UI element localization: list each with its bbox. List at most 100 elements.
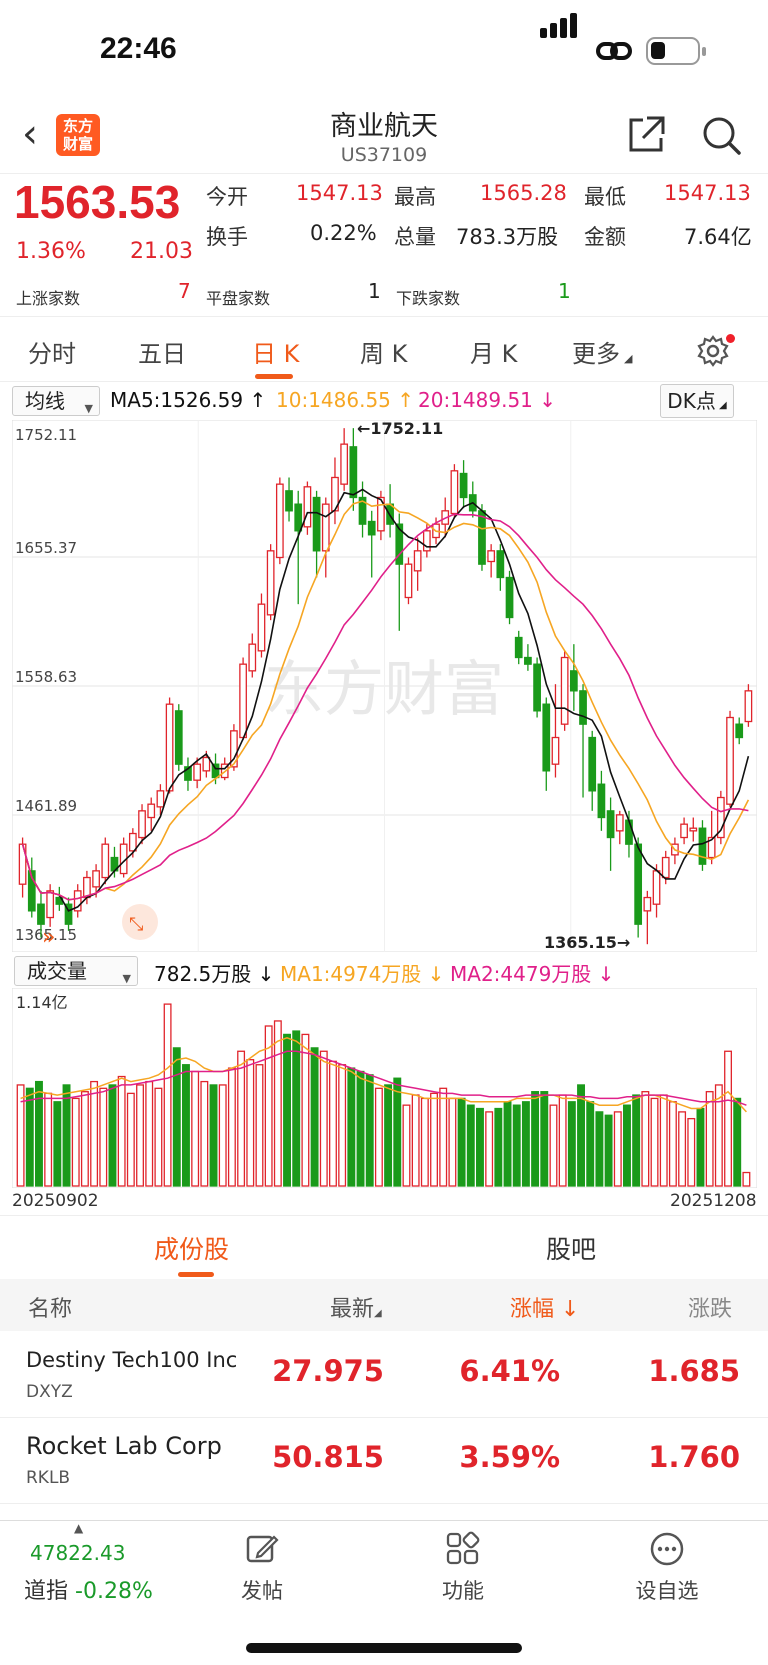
volume-bar bbox=[154, 1087, 163, 1187]
fullscreen-icon[interactable]: ⤡ bbox=[122, 904, 158, 940]
volume-bar bbox=[577, 1084, 585, 1187]
candle-body bbox=[524, 656, 532, 665]
volume-bar bbox=[44, 1092, 53, 1187]
candle-body bbox=[450, 470, 459, 515]
add-watchlist-button[interactable]: 设自选 bbox=[622, 1531, 712, 1605]
candle-body bbox=[680, 823, 688, 839]
volume-bar bbox=[117, 1075, 126, 1187]
candle-body bbox=[744, 690, 753, 723]
col-pct[interactable]: 涨幅 ↓ bbox=[510, 1297, 580, 1322]
dk-point-button[interactable]: DK点 ◢ bbox=[660, 384, 734, 418]
back-icon[interactable]: ‹ bbox=[22, 111, 38, 157]
candle-body bbox=[377, 496, 385, 532]
col-chg[interactable]: 涨跌 bbox=[688, 1297, 733, 1322]
indicator-select-label: 均线 bbox=[25, 389, 65, 413]
candle-body bbox=[643, 896, 652, 912]
volume-bar bbox=[632, 1094, 641, 1187]
watchlist-label: 设自选 bbox=[635, 1579, 699, 1603]
volume-bar bbox=[283, 1033, 291, 1187]
volume-bar bbox=[227, 1067, 236, 1187]
candle-body bbox=[542, 703, 551, 772]
index-ticker[interactable]: 道指 -0.28% bbox=[24, 1573, 153, 1605]
function-button[interactable]: 功能 bbox=[418, 1531, 508, 1605]
share-icon[interactable] bbox=[625, 114, 667, 156]
volume-bar bbox=[549, 1104, 558, 1187]
candle-body bbox=[652, 870, 661, 905]
table-row[interactable]: Destiny Tech100 Inc DXYZ 27.975 6.41% 1.… bbox=[0, 1332, 768, 1418]
svg-text:»: » bbox=[42, 925, 55, 950]
stock-pct: 3.59% bbox=[459, 1440, 560, 1474]
tab-forum[interactable]: 股吧 bbox=[546, 1235, 597, 1264]
stock-name: Rocket Lab Corp bbox=[26, 1432, 222, 1460]
volume-bar bbox=[273, 1020, 282, 1187]
candle-body bbox=[422, 530, 431, 552]
volume-bar bbox=[503, 1101, 512, 1187]
tab-minute[interactable]: 分时 bbox=[28, 340, 76, 368]
volume-bar bbox=[650, 1097, 659, 1187]
volume-bar bbox=[374, 1087, 383, 1187]
y-tick-label: 1461.89 bbox=[15, 797, 77, 815]
amount-label: 金额 bbox=[584, 225, 626, 249]
volume-chart[interactable]: 1.14亿 bbox=[12, 988, 757, 1188]
tab-weekly-k[interactable]: 周 K bbox=[360, 340, 408, 368]
candle-body bbox=[349, 446, 358, 499]
home-indicator bbox=[246, 1643, 522, 1653]
volume-bar bbox=[457, 1097, 466, 1187]
volume-bar bbox=[448, 1097, 457, 1187]
expand-left-icon[interactable]: » bbox=[42, 925, 55, 950]
amount-value: 7.64亿 bbox=[684, 225, 752, 249]
candle-body bbox=[606, 810, 615, 839]
expand-up-icon[interactable]: ▲ bbox=[74, 1521, 84, 1535]
col-name[interactable]: 名称 bbox=[28, 1297, 73, 1322]
index-value[interactable]: 47822.43 bbox=[30, 1541, 126, 1565]
turnover-value: 0.22% bbox=[310, 221, 377, 245]
search-icon[interactable] bbox=[700, 114, 742, 156]
page-title: 商业航天 bbox=[330, 111, 438, 142]
gear-icon[interactable] bbox=[696, 334, 730, 368]
down-count-label: 下跌家数 bbox=[396, 289, 461, 308]
high-label: 最高 bbox=[394, 185, 436, 209]
table-row[interactable]: Rocket Lab Corp RKLB 50.815 3.59% 1.760 bbox=[0, 1418, 768, 1504]
candle-body bbox=[413, 550, 422, 572]
index-pct: -0.28% bbox=[75, 1579, 153, 1604]
tab-five-day[interactable]: 五日 bbox=[138, 340, 186, 368]
app-logo: 东方 财富 bbox=[56, 114, 100, 156]
tab-more[interactable]: 更多 ◢ bbox=[572, 334, 632, 369]
post-button[interactable]: 发帖 bbox=[217, 1531, 307, 1605]
candle-body bbox=[698, 827, 707, 865]
candle-body bbox=[128, 832, 137, 852]
tab-constituents[interactable]: 成份股 bbox=[154, 1235, 230, 1264]
y-tick-label: 1365.15 bbox=[15, 926, 77, 944]
volume-current-text: 782.5万股 bbox=[154, 962, 252, 986]
candle-body bbox=[579, 690, 587, 725]
logo-text-bottom: 财富 bbox=[62, 135, 93, 153]
volume-bar bbox=[356, 1070, 365, 1187]
volume-bar bbox=[668, 1101, 677, 1187]
candle-body bbox=[569, 670, 578, 692]
ma5-value: MA5:1526.59 ↑ bbox=[110, 388, 267, 412]
indicator-select[interactable]: 均线 ▼ bbox=[12, 386, 100, 416]
chevron-down-icon: ▼ bbox=[122, 972, 131, 985]
candle-body bbox=[588, 736, 597, 792]
notification-dot bbox=[726, 334, 735, 343]
volume-bar bbox=[182, 1064, 190, 1187]
volume-label: 总量 bbox=[394, 225, 436, 249]
candle-body bbox=[73, 890, 82, 912]
y-tick-label: 1655.37 bbox=[15, 539, 77, 557]
tab-daily-k[interactable]: 日 K bbox=[252, 340, 300, 368]
watermark: 东方财富 bbox=[264, 656, 504, 723]
candlestick-chart[interactable]: 东方财富 1752.11 1655.37 1558.63 1461.89 1365.15… bbox=[12, 420, 757, 952]
ma10-line bbox=[21, 500, 750, 901]
volume-bar bbox=[209, 1084, 218, 1187]
volume-bar bbox=[613, 1111, 622, 1187]
col-latest[interactable]: 最新◢ bbox=[330, 1291, 382, 1323]
volume-bar bbox=[53, 1101, 62, 1187]
volume-bar bbox=[420, 1097, 429, 1187]
volume-select[interactable]: 成交量 ▼ bbox=[14, 956, 138, 986]
stock-chg: 1.760 bbox=[648, 1440, 740, 1474]
volume-bar bbox=[540, 1091, 549, 1187]
volume-bar bbox=[411, 1094, 420, 1187]
down-count: 1 bbox=[558, 279, 571, 303]
up-count: 7 bbox=[178, 279, 191, 303]
tab-monthly-k[interactable]: 月 K bbox=[470, 340, 518, 368]
